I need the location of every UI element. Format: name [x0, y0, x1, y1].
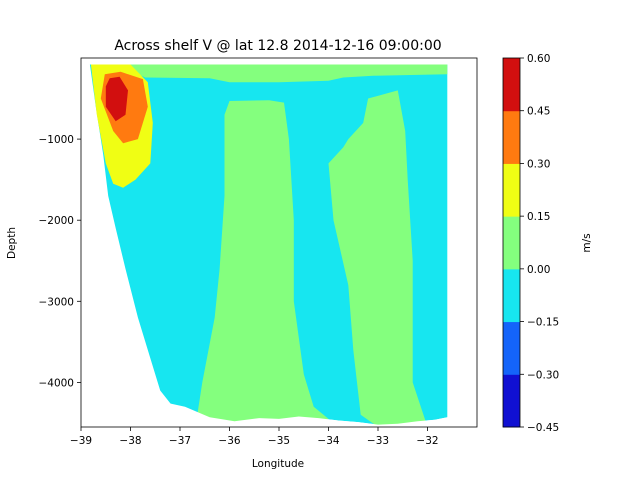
colorbar-segment [503, 110, 520, 164]
x-axis-label: Longitude [252, 458, 304, 470]
colorbar-tick-label: 0.00 [527, 264, 550, 276]
x-tick-label: −32 [416, 435, 438, 447]
colorbar-tick-label: −0.15 [527, 317, 559, 329]
y-tick-label: −1000 [38, 134, 74, 146]
y-tick-label: −3000 [38, 296, 74, 308]
band-0-to-015-region-2 [328, 90, 428, 427]
y-tick-label: −2000 [38, 215, 74, 227]
x-tick-label: −36 [218, 435, 240, 447]
x-tick-label: −39 [70, 435, 92, 447]
x-tick-label: −33 [367, 435, 389, 447]
colorbar: −0.45 −0.30 −0.15 0.00 0.15 0.30 0.45 0.60 [502, 53, 559, 434]
y-axis-label: Depth [6, 227, 18, 259]
x-tick-label: −35 [268, 435, 290, 447]
y-tick-label: −4000 [38, 377, 74, 389]
colorbar-frame [502, 57, 521, 428]
bathymetry-mask [120, 401, 448, 427]
colorbar-tick-label: −0.45 [527, 422, 559, 434]
plot-area: −39 −38 −37 −36 −35 −34 −33 −32 −1000 −2000 −3000 −… [38, 57, 478, 447]
x-tick-label: −37 [169, 435, 191, 447]
colorbar-tick-label: 0.60 [527, 53, 550, 65]
band-045-to-060-region-0 [105, 76, 128, 122]
colorbar-tick-label: 0.15 [527, 211, 550, 223]
chart-title: Across shelf V @ lat 12.8 2014-12-16 09:… [114, 38, 441, 54]
x-tick-label: −34 [317, 435, 339, 447]
colorbar-tick-label: 0.45 [527, 106, 550, 118]
colorbar-tick-label: 0.30 [527, 158, 550, 170]
colorbar-tick-label: −0.30 [527, 369, 559, 381]
colorbar-label: m/s [581, 233, 593, 252]
colorbar-segment [503, 58, 520, 112]
colorbar-segment [503, 163, 520, 217]
band-0-to-015-region-1 [197, 100, 329, 427]
colorbar-segment [503, 268, 520, 323]
band-0-to-015-region-0 [130, 64, 448, 83]
colorbar-segment [503, 374, 520, 428]
colorbar-segment [503, 321, 520, 375]
colorbar-segment [503, 216, 520, 270]
x-tick-label: −38 [119, 435, 141, 447]
contour-layer [89, 64, 448, 427]
